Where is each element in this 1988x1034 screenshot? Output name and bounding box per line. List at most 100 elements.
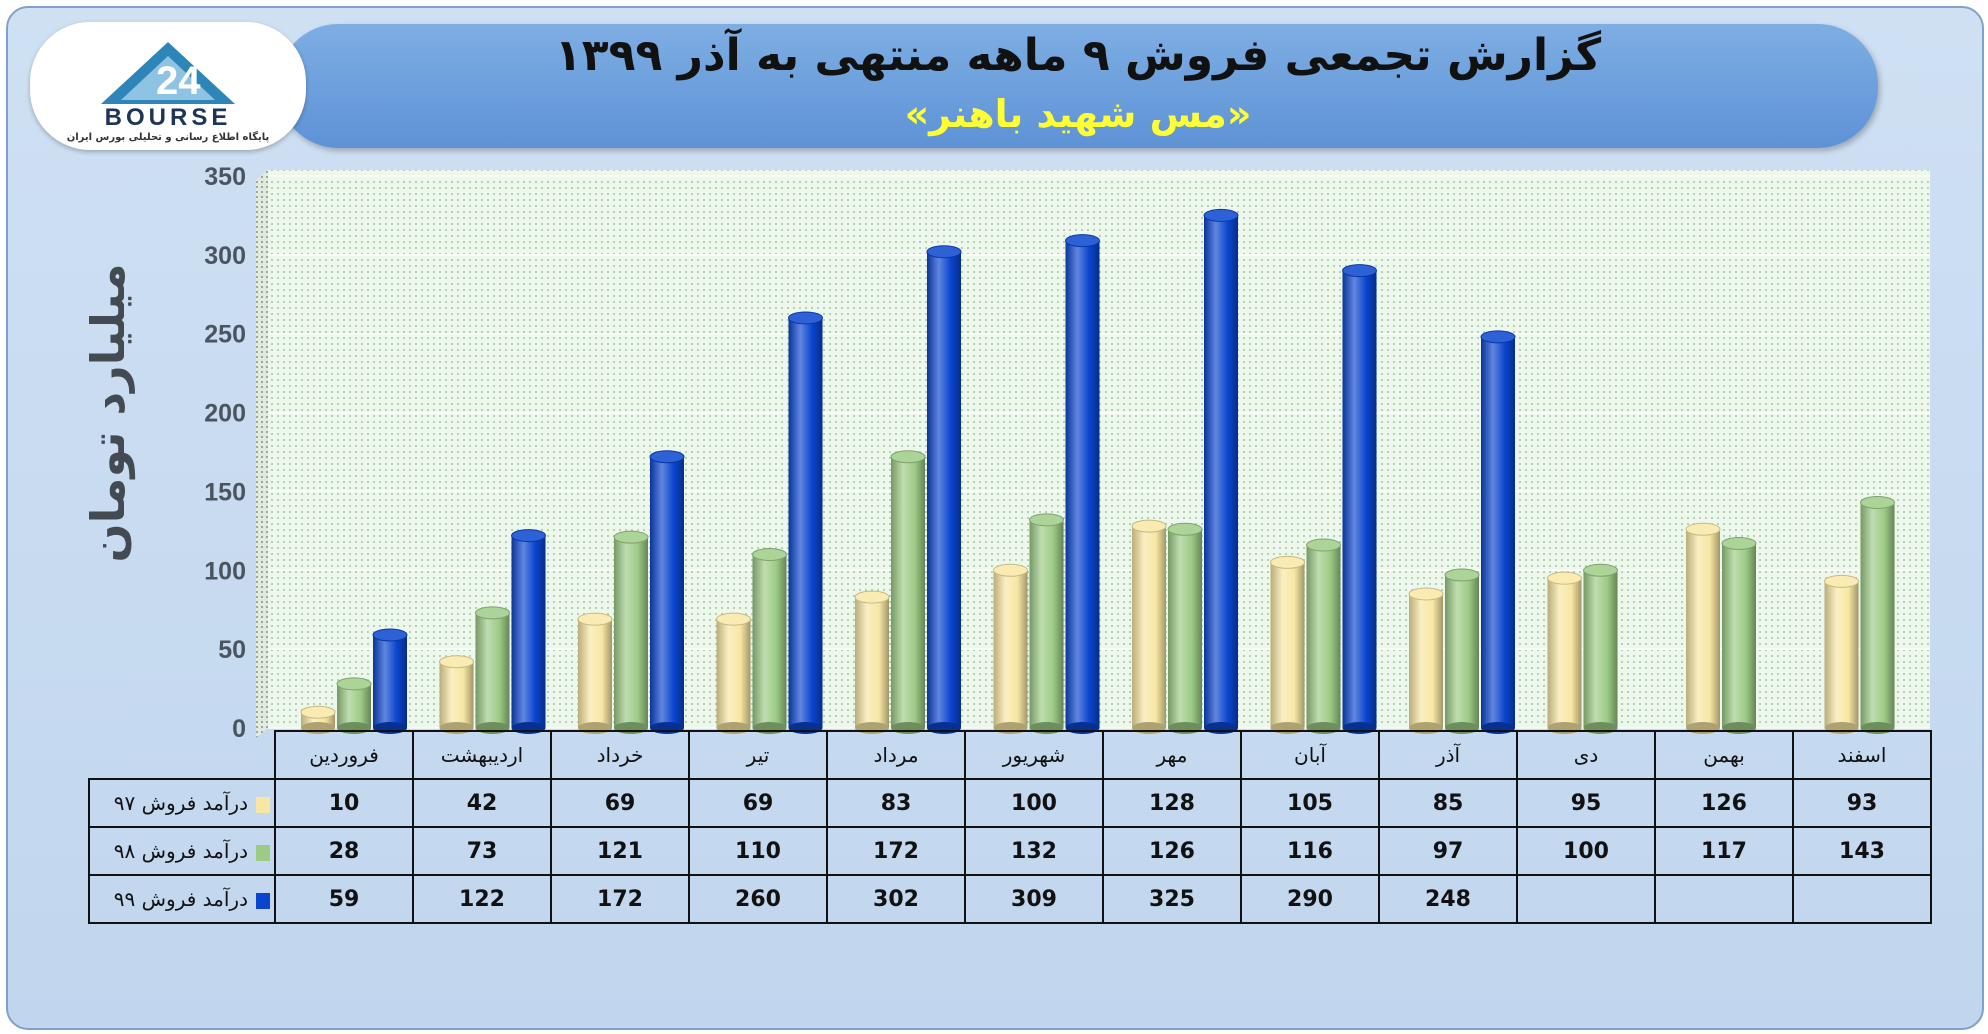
legend-entry: درآمد فروش ۹۷: [88, 778, 276, 828]
bar-top: [649, 450, 685, 464]
bar-body: [1168, 529, 1202, 728]
bar: [613, 530, 649, 734]
x-tick-label: آبان: [1240, 730, 1380, 780]
data-label: 83: [826, 778, 966, 828]
bar-top: [1306, 538, 1341, 552]
bar-body: [993, 570, 1028, 728]
bar-top: [475, 606, 510, 620]
bar-top: [890, 450, 926, 464]
y-tick-label: 100: [204, 557, 246, 585]
x-tick-label: مرداد: [826, 730, 966, 780]
chart-title: گزارش تجمعی فروش ۹ ماهه منتهی به آذر ۱۳۹…: [554, 30, 1602, 81]
bar-top: [1860, 495, 1895, 509]
bar-body: [1583, 570, 1618, 728]
logo-tagline: پایگاه اطلاع رسانی و تحلیلی بورس ایران: [66, 132, 270, 143]
bar-body: [1270, 562, 1305, 728]
bar: [1547, 571, 1582, 734]
data-label: [1792, 874, 1932, 924]
bar-top: [788, 311, 823, 325]
bar-top: [854, 590, 890, 604]
bar: [1167, 522, 1203, 734]
bar-top: [1547, 571, 1582, 585]
bar: [788, 311, 823, 734]
bar: [854, 590, 890, 734]
legend-entry: درآمد فروش ۹۸: [88, 826, 276, 876]
bar-body: [337, 683, 371, 728]
y-tick-label: 300: [204, 242, 246, 270]
table-row: درآمد فروش ۹۷ 10 42 69 69 83 100 128 105 85 95 126 9…: [88, 778, 1932, 828]
bar-body: [1824, 581, 1859, 728]
bar-body: [439, 661, 474, 728]
data-label: 69: [688, 778, 828, 828]
data-label: 97: [1378, 826, 1518, 876]
bar-body: [1481, 336, 1515, 728]
y-tick-label: 350: [204, 163, 246, 191]
bar: [649, 450, 685, 734]
bourse-logo: 24 BOURSE پایگاه اطلاع رسانی و تحلیلی بو…: [30, 22, 306, 150]
bar: [1029, 513, 1064, 734]
bars: [300, 208, 1895, 734]
bar-body: [1306, 545, 1341, 728]
bar-top: [372, 628, 408, 642]
data-label: 117: [1654, 826, 1794, 876]
bar-body: [1029, 519, 1064, 728]
data-label: 132: [964, 826, 1104, 876]
bar-top: [1203, 208, 1239, 222]
bar-body: [891, 456, 925, 728]
bar: [1270, 555, 1305, 734]
data-label: 69: [550, 778, 690, 828]
bar-body: [1722, 543, 1756, 728]
bar: [1824, 574, 1859, 734]
data-label: 100: [964, 778, 1104, 828]
data-label: 28: [274, 826, 414, 876]
bar: [336, 677, 372, 734]
data-label: 116: [1240, 826, 1380, 876]
bar-body: [752, 554, 787, 728]
bar: [1480, 330, 1516, 734]
table-row: درآمد فروش ۹۸ 28 73 121 110 172 132 126 116 97 100…: [88, 826, 1932, 876]
bar-top: [1342, 264, 1377, 278]
bar: [1860, 495, 1895, 734]
data-label: 121: [550, 826, 690, 876]
data-label: [1516, 874, 1656, 924]
bar: [439, 655, 474, 734]
bar-top: [1583, 563, 1618, 577]
bar: [1685, 522, 1721, 734]
bar: [372, 628, 408, 734]
bar-body: [614, 537, 648, 728]
bar-body: [475, 612, 510, 728]
table-row: درآمد فروش ۹۹ 59 122 172 260 302 309 325 290 248: [88, 874, 1932, 924]
bar-body: [1409, 593, 1443, 728]
bar-top: [752, 548, 787, 562]
bar-top: [1270, 555, 1305, 569]
x-tick-label: فروردین: [274, 730, 414, 780]
legend-swatch: [256, 796, 270, 813]
data-label: 42: [412, 778, 552, 828]
data-label: 126: [1654, 778, 1794, 828]
table-corner: [89, 731, 276, 780]
data-label: 325: [1102, 874, 1242, 924]
bar: [752, 548, 787, 734]
bar-top: [1408, 587, 1444, 601]
bar: [1444, 568, 1480, 734]
data-label: 110: [688, 826, 828, 876]
x-tick-label: خرداد: [550, 730, 690, 780]
legend-label: درآمد فروش ۹۸: [113, 839, 248, 863]
logo-mark-icon: 24: [101, 42, 235, 104]
x-tick-label: تیر: [688, 730, 828, 780]
data-label: 302: [826, 874, 966, 924]
bar: [1065, 234, 1100, 734]
month-header-row: فروردین اردیبهشت خرداد تیر مرداد شهریور مهر آبا…: [89, 730, 1932, 780]
bar: [1203, 208, 1239, 734]
bar: [1583, 563, 1618, 734]
bar-body: [1860, 502, 1895, 728]
bar-top: [300, 705, 336, 719]
y-tick-label: 250: [204, 321, 246, 349]
x-tick-label: دی: [1516, 730, 1656, 780]
bar-top: [1480, 330, 1516, 344]
data-label: 128: [1102, 778, 1242, 828]
data-label: 309: [964, 874, 1104, 924]
bar: [1408, 587, 1444, 734]
legend-swatch: [256, 892, 270, 909]
bar: [890, 450, 926, 734]
